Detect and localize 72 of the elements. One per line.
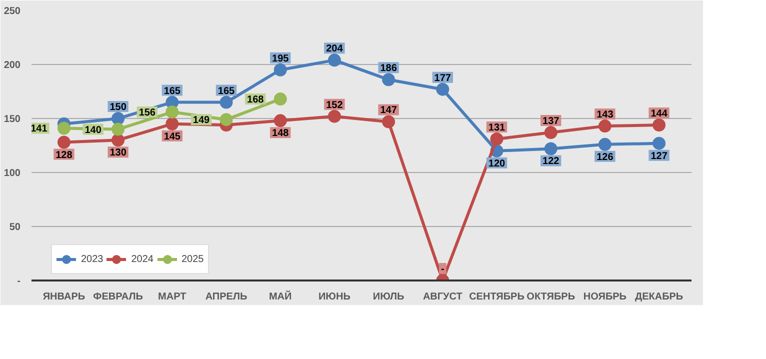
data-label: 127 <box>650 150 668 162</box>
point <box>166 117 179 130</box>
point <box>112 112 125 125</box>
x-tick-label: ОКТЯБРЬ <box>526 292 576 302</box>
data-label: 145 <box>164 131 181 142</box>
point <box>598 138 612 151</box>
data-label: 177 <box>434 72 452 84</box>
data-label: 204 <box>326 44 344 55</box>
y-tick-label: 150 <box>4 114 21 125</box>
x-tick-label: ФЕВРАЛЬ <box>93 292 143 302</box>
x-tick-label: НОЯБРЬ <box>583 292 626 302</box>
data-label: 150 <box>110 102 127 113</box>
x-tick-label: АВГУСТ <box>422 292 462 302</box>
point <box>490 132 504 146</box>
data-label: 128 <box>56 150 73 161</box>
data-label: 131 <box>488 122 506 134</box>
y-tick-label: 50 <box>9 222 21 233</box>
data-label: - <box>440 264 444 275</box>
data-label: 156 <box>138 108 156 119</box>
data-label: 143 <box>596 110 614 121</box>
data-label: 130 <box>110 148 127 159</box>
data-label: 140 <box>84 124 102 136</box>
point <box>274 114 287 128</box>
point <box>220 113 233 126</box>
data-label: 165 <box>164 86 181 97</box>
y-tick-label: 250 <box>4 6 21 17</box>
legend-label: 2023 <box>81 254 104 264</box>
point <box>328 54 341 67</box>
point <box>598 120 612 133</box>
y-tick-label: - <box>17 276 21 287</box>
point <box>652 136 666 150</box>
x-tick-label: ИЮНЬ <box>318 292 350 302</box>
point <box>57 122 70 135</box>
point <box>544 126 558 140</box>
data-label: 141 <box>30 124 48 135</box>
x-tick-label: АПРЕЛЬ <box>205 292 248 302</box>
point <box>274 63 287 76</box>
point <box>166 106 179 119</box>
x-tick-label: МАРТ <box>158 292 186 302</box>
point <box>382 115 396 128</box>
point <box>436 82 450 96</box>
data-label: 122 <box>542 156 560 168</box>
point <box>652 118 666 132</box>
data-label: 152 <box>326 100 344 111</box>
data-label: 137 <box>542 116 560 128</box>
data-label: 144 <box>650 108 668 120</box>
data-label: 148 <box>272 128 290 140</box>
data-label: 149 <box>192 115 210 126</box>
data-label: 165 <box>218 86 236 97</box>
data-label: 126 <box>596 152 614 163</box>
point <box>220 96 233 109</box>
point <box>274 92 287 106</box>
point <box>112 122 125 136</box>
legend-label: 2025 <box>182 254 204 264</box>
y-tick-label: 100 <box>4 168 21 179</box>
data-label: 120 <box>488 158 506 170</box>
data-label: 147 <box>380 105 398 116</box>
point <box>57 136 70 149</box>
x-tick-label: СЕНТЯБРЬ <box>469 292 524 302</box>
y-tick-label: 200 <box>4 60 21 71</box>
x-tick-label: ИЮЛЬ <box>372 292 404 302</box>
point <box>112 134 125 147</box>
data-label: 186 <box>380 63 398 74</box>
data-label: 168 <box>247 94 264 106</box>
x-tick-label: ЯНВАРЬ <box>42 292 86 302</box>
x-tick-label: МАЙ <box>268 290 292 302</box>
point <box>382 73 396 86</box>
data-label: 195 <box>272 53 290 64</box>
legend-label: 2024 <box>131 254 154 264</box>
point <box>328 110 341 123</box>
point <box>544 142 558 156</box>
x-tick-label: ДЕКАБРЬ <box>634 292 684 302</box>
